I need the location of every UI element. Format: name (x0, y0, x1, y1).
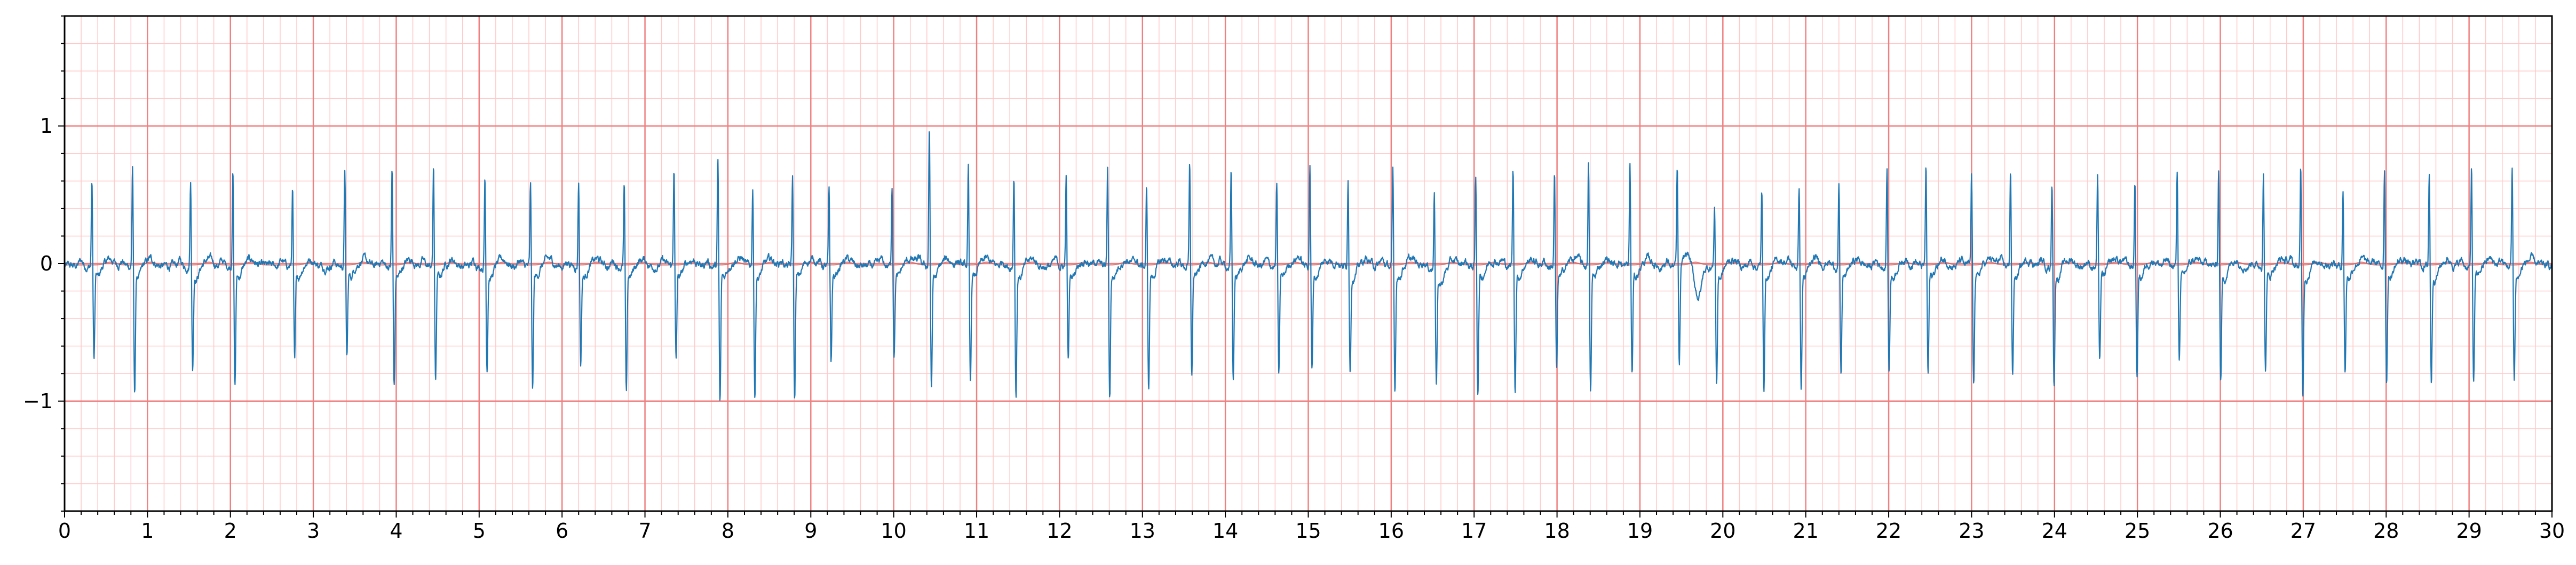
x-tick-label: 14 (1212, 519, 1238, 543)
major-grid (64, 16, 2553, 511)
y-axis: −1 0 1 (23, 15, 65, 512)
x-tick-label: 28 (2373, 519, 2399, 543)
x-tick-label: 10 (881, 519, 906, 543)
x-tick-label: 3 (307, 519, 320, 543)
x-tick-label: 7 (638, 519, 651, 543)
ecg-signal-line (64, 131, 2553, 401)
x-tick-label: 26 (2207, 519, 2233, 543)
y-tick-label: −1 (23, 389, 53, 413)
x-axis: 0 1 2 3 4 5 6 7 8 9 10 11 12 13 14 15 16 17 18 19 20 21 22 23 24… (58, 511, 2565, 543)
x-tick-label: 18 (1544, 519, 1570, 543)
x-tick-label: 1 (141, 519, 154, 543)
x-tick-label: 11 (964, 519, 989, 543)
x-tick-label: 16 (1378, 519, 1404, 543)
y-tick-label: 1 (40, 114, 53, 138)
x-tick-label: 9 (804, 519, 817, 543)
x-tick-label: 12 (1047, 519, 1072, 543)
x-tick-label: 24 (2042, 519, 2067, 543)
x-tick-label: 23 (1959, 519, 1984, 543)
x-tick-label: 0 (58, 519, 71, 543)
x-tick-label: 2 (224, 519, 237, 543)
x-tick-label: 21 (1793, 519, 1819, 543)
x-tick-label: 25 (2125, 519, 2150, 543)
x-tick-label: 27 (2290, 519, 2316, 543)
x-tick-label: 8 (722, 519, 734, 543)
x-tick-label: 30 (2539, 519, 2565, 543)
ecg-series (64, 131, 2553, 401)
x-tick-label: 22 (1876, 519, 1901, 543)
x-tick-label: 4 (390, 519, 402, 543)
x-tick-label: 20 (1710, 519, 1735, 543)
x-tick-label: 19 (1627, 519, 1653, 543)
x-tick-label: 5 (473, 519, 486, 543)
x-tick-label: 15 (1295, 519, 1321, 543)
x-tick-label: 13 (1130, 519, 1155, 543)
x-tick-label: 29 (2456, 519, 2482, 543)
x-tick-label: 17 (1461, 519, 1487, 543)
x-tick-label: 6 (556, 519, 568, 543)
y-tick-label: 0 (40, 252, 53, 275)
